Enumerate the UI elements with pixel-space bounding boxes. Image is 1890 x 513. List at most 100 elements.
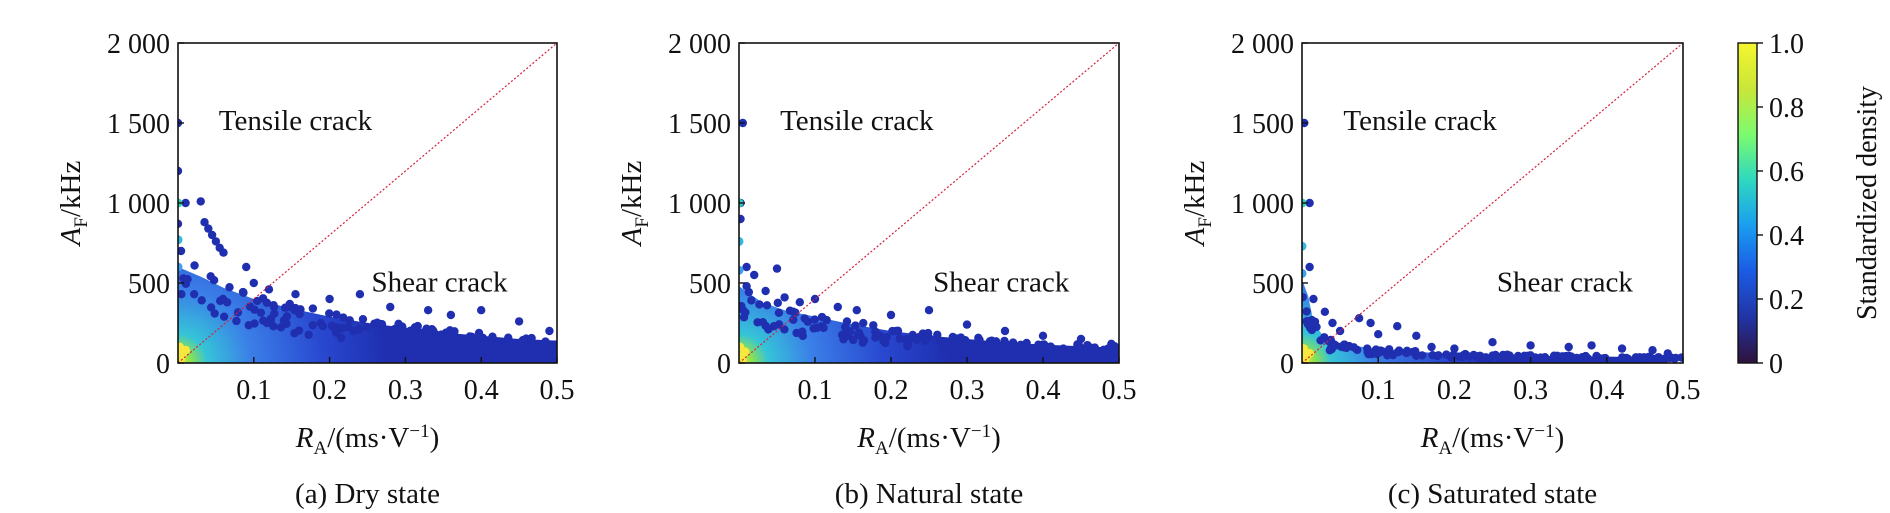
x-axis-label-exp: −1 [971,421,991,442]
outlier-point [514,317,524,326]
dense-point [178,262,183,272]
edge-point [880,338,890,348]
edge-point [541,337,550,346]
edge-point [849,335,858,345]
edge-point [294,326,304,335]
colorbar-tick-label: 0.6 [1769,157,1804,188]
outlier-point [1617,344,1627,353]
edge-point [893,326,903,336]
edge-point [912,335,921,344]
y-axis-label-sub: F [632,217,653,228]
y-axis-label-sub: F [71,217,92,228]
outlier-point [739,214,745,224]
outlier-point [242,262,251,272]
edge-point [923,328,933,338]
edge-point [1651,354,1660,363]
edge-point [762,301,772,310]
edge-point [543,345,552,355]
edge-point [1384,345,1394,354]
plot-area [178,43,557,363]
colorbar-strip [1737,42,1758,364]
edge-point [774,320,784,329]
x-axis-label-main: R [856,422,875,454]
y-axis-label-unit: /kHz [1179,161,1211,218]
outlier-point [181,198,190,208]
edge-point [518,335,528,345]
edge-point [1326,335,1335,345]
edge-point [1316,336,1325,345]
y-tick-label: 500 [1252,269,1294,300]
edge-point [1034,347,1044,356]
outlier-point [750,270,759,280]
edge-point [1393,347,1403,357]
edge-point [206,303,216,312]
edge-point [488,332,497,341]
x-axis-label-unit: /(ms·V [889,422,971,454]
colorbar-label: Standardized density [1852,86,1883,320]
diagonal-line [739,43,1119,363]
y-axis-label-unit: /kHz [55,161,87,218]
dense-point [178,235,183,245]
edge-point [774,308,784,318]
outlier-point [219,248,228,257]
outlier-point [196,197,205,206]
annotation-label: Shear crack [1497,266,1634,298]
y-tick-label: 0 [156,349,170,380]
x-tick-label: 0.1 [1361,375,1396,406]
edge-point [937,344,947,353]
outlier-point [742,262,751,272]
outlier-point [1488,338,1497,347]
edge-point [269,322,278,331]
edge-point [1303,319,1313,329]
edge-point [903,341,912,351]
panel-caption: (c) Saturated state [1388,478,1597,510]
edge-point [871,333,880,342]
edge-point [308,304,318,313]
edge-point [809,324,818,333]
edge-point [975,335,984,344]
dense-point [739,236,744,246]
edge-point [1458,352,1467,362]
edge-point [1617,353,1627,362]
edge-point [394,319,403,329]
edge-point [773,298,783,308]
edge-point [1592,351,1601,361]
x-axis-label-close: ) [430,422,440,454]
outlier-point [886,310,896,320]
outlier-point [833,302,842,312]
edge-point [427,325,437,334]
edge-point [817,312,827,322]
y-axis-label-main: A [616,227,648,247]
outlier-point [1526,341,1535,350]
edge-point [258,294,268,303]
edge-point [355,324,364,334]
x-axis-label-unit: /(ms·V [1452,422,1534,454]
outlier-point [1374,330,1383,339]
edge-point [430,333,439,343]
outlier-point [772,264,782,273]
edge-point [183,275,192,284]
edge-point [991,337,1001,346]
density-body [178,267,557,363]
edge-point [1549,352,1558,362]
edge-point [1559,354,1568,363]
outlier-point [545,326,554,336]
edge-point [755,300,764,309]
edge-point [1506,353,1516,362]
edge-point [438,331,447,340]
diagonal-line [1302,43,1683,363]
edge-point [345,316,354,325]
x-tick-label: 0.5 [540,375,575,406]
x-tick-label: 0.3 [388,375,423,406]
outlier-point [962,320,972,329]
outlier-point [207,230,217,240]
edge-point [1677,353,1683,362]
x-axis-label-unit: /(ms·V [327,422,409,454]
edge-point [1531,353,1540,362]
edge-point [244,321,253,330]
edge-point [895,334,904,343]
x-tick-label: 0.4 [1589,375,1624,406]
x-tick-label: 0.1 [236,375,271,406]
outlier-point [423,306,433,315]
edge-point [440,338,449,348]
